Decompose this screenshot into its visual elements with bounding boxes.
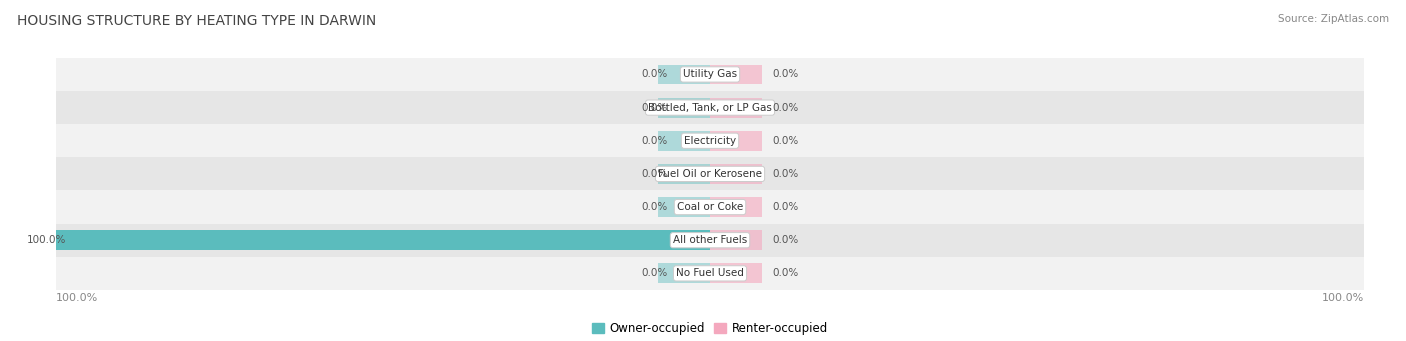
Text: 0.0%: 0.0% — [772, 103, 799, 113]
Text: 0.0%: 0.0% — [772, 136, 799, 146]
Text: 0.0%: 0.0% — [772, 169, 799, 179]
Text: 0.0%: 0.0% — [641, 103, 668, 113]
Text: 0.0%: 0.0% — [641, 202, 668, 212]
Text: Electricity: Electricity — [683, 136, 737, 146]
Bar — [710, 131, 762, 151]
Bar — [658, 131, 710, 151]
Bar — [658, 64, 710, 85]
Text: Bottled, Tank, or LP Gas: Bottled, Tank, or LP Gas — [648, 103, 772, 113]
Bar — [658, 197, 710, 217]
Bar — [56, 191, 1364, 224]
Bar — [710, 197, 762, 217]
Bar — [658, 164, 710, 184]
Legend: Owner-occupied, Renter-occupied: Owner-occupied, Renter-occupied — [586, 317, 834, 340]
Text: 100.0%: 100.0% — [27, 235, 66, 245]
Bar — [710, 98, 762, 118]
Bar — [710, 230, 762, 250]
Text: Coal or Coke: Coal or Coke — [676, 202, 744, 212]
Bar — [658, 98, 710, 118]
Text: 0.0%: 0.0% — [641, 169, 668, 179]
Text: 0.0%: 0.0% — [772, 235, 799, 245]
Text: 100.0%: 100.0% — [1322, 293, 1364, 303]
Text: All other Fuels: All other Fuels — [673, 235, 747, 245]
Text: 0.0%: 0.0% — [772, 268, 799, 278]
Bar — [710, 164, 762, 184]
Bar — [710, 264, 762, 283]
Text: 0.0%: 0.0% — [772, 202, 799, 212]
Bar — [658, 264, 710, 283]
Text: Fuel Oil or Kerosene: Fuel Oil or Kerosene — [658, 169, 762, 179]
Text: No Fuel Used: No Fuel Used — [676, 268, 744, 278]
Bar — [56, 224, 1364, 257]
Bar — [56, 157, 1364, 191]
Text: 0.0%: 0.0% — [641, 70, 668, 79]
Text: Source: ZipAtlas.com: Source: ZipAtlas.com — [1278, 14, 1389, 24]
Text: Utility Gas: Utility Gas — [683, 70, 737, 79]
Text: 0.0%: 0.0% — [641, 268, 668, 278]
Text: HOUSING STRUCTURE BY HEATING TYPE IN DARWIN: HOUSING STRUCTURE BY HEATING TYPE IN DAR… — [17, 14, 377, 28]
Bar — [56, 58, 1364, 91]
Text: 0.0%: 0.0% — [772, 70, 799, 79]
Bar — [710, 64, 762, 85]
Bar — [56, 124, 1364, 157]
Text: 100.0%: 100.0% — [56, 293, 98, 303]
Bar — [56, 91, 1364, 124]
Bar — [56, 230, 710, 250]
Bar — [56, 257, 1364, 290]
Text: 0.0%: 0.0% — [641, 136, 668, 146]
